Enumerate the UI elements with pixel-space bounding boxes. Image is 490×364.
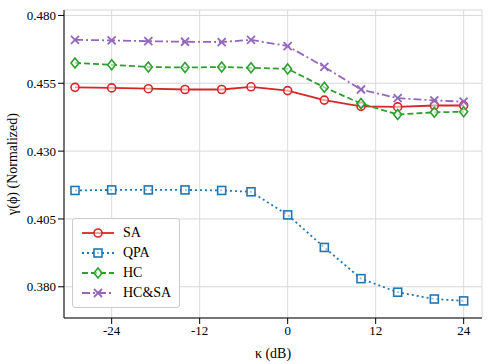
svg-text:24: 24 — [457, 323, 471, 338]
svg-text:γ(ϕ) (Normalized): γ(ϕ) (Normalized) — [8, 113, 21, 216]
svg-text:0.480: 0.480 — [27, 8, 56, 23]
svg-text:0.380: 0.380 — [27, 279, 56, 294]
svg-text:12: 12 — [369, 323, 382, 338]
svg-text:0.405: 0.405 — [27, 212, 56, 227]
svg-text:-24: -24 — [103, 323, 121, 338]
html-text:SA: SA — [123, 225, 141, 240]
svg-text:0.455: 0.455 — [27, 76, 56, 91]
svg-text:0: 0 — [284, 323, 291, 338]
html-text:QPA: QPA — [123, 245, 150, 260]
html-text:HC: HC — [123, 265, 143, 280]
html-text:HC&SA: HC&SA — [123, 285, 172, 300]
svg-text:κ (dB): κ (dB) — [255, 346, 292, 362]
svg-text:0.430: 0.430 — [27, 144, 56, 159]
svg-text:-12: -12 — [191, 323, 208, 338]
